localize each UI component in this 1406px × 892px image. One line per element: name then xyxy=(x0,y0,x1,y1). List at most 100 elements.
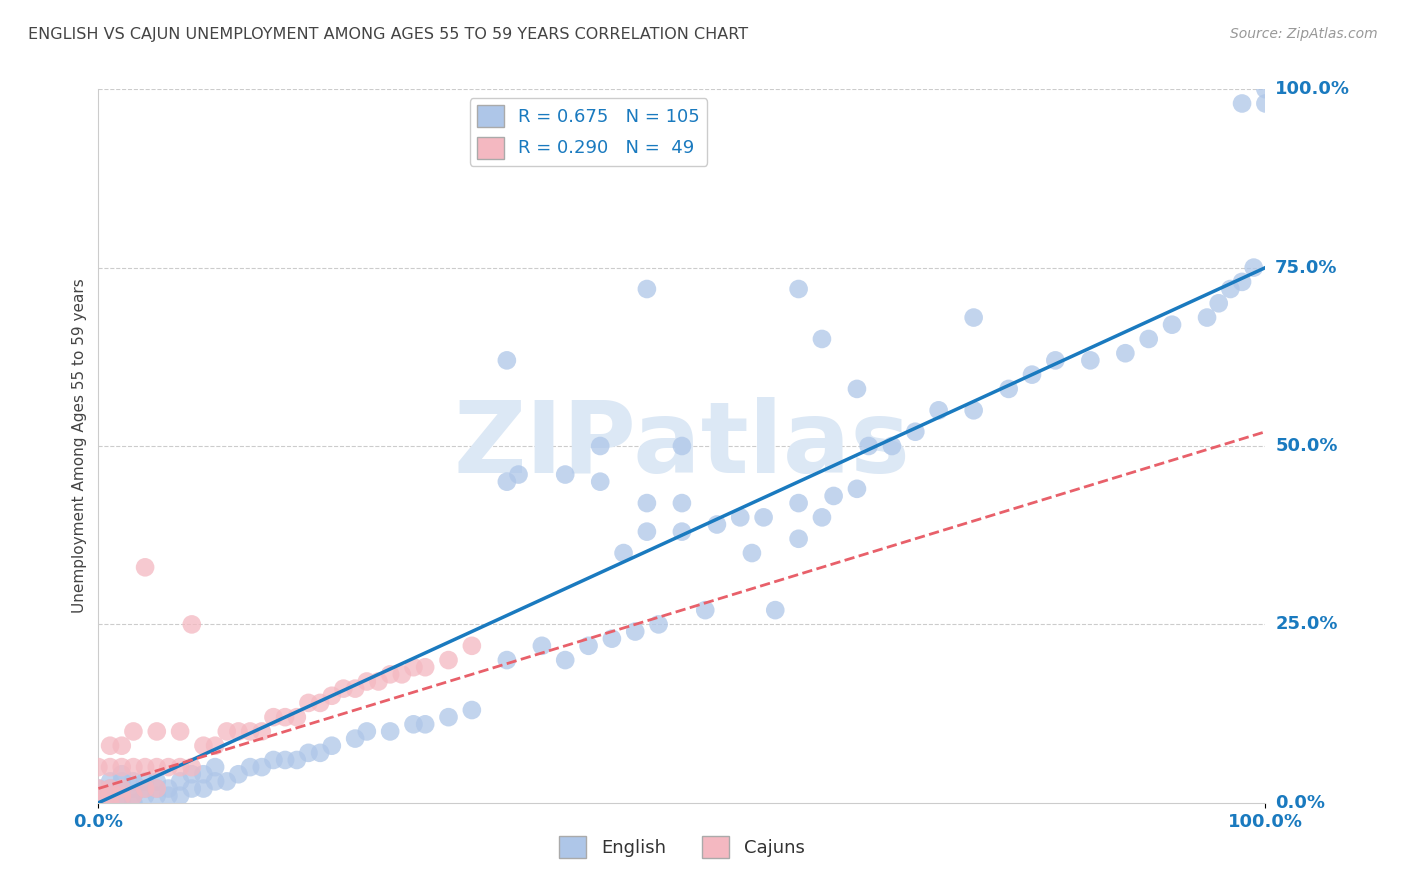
Point xyxy=(624,624,647,639)
Point xyxy=(146,774,169,789)
Point xyxy=(98,796,121,810)
Point xyxy=(706,517,728,532)
Point xyxy=(274,710,297,724)
Point xyxy=(285,710,308,724)
Point xyxy=(122,789,145,803)
Point xyxy=(204,739,226,753)
Point xyxy=(122,760,145,774)
Point xyxy=(402,717,425,731)
Point xyxy=(215,724,238,739)
Point xyxy=(636,524,658,539)
Text: ZIPatlas: ZIPatlas xyxy=(454,398,910,494)
Point xyxy=(111,739,134,753)
Point xyxy=(787,496,810,510)
Point xyxy=(215,774,238,789)
Point xyxy=(671,524,693,539)
Point xyxy=(1137,332,1160,346)
Point xyxy=(180,781,202,796)
Point xyxy=(612,546,634,560)
Point xyxy=(600,632,623,646)
Point xyxy=(1243,260,1265,275)
Point xyxy=(157,781,180,796)
Point xyxy=(1045,353,1067,368)
Point xyxy=(309,746,332,760)
Point xyxy=(1080,353,1102,368)
Point xyxy=(1208,296,1230,310)
Point xyxy=(695,603,717,617)
Point xyxy=(1230,96,1253,111)
Point xyxy=(297,746,319,760)
Point xyxy=(495,475,517,489)
Point xyxy=(98,781,121,796)
Point xyxy=(787,532,810,546)
Point xyxy=(763,603,786,617)
Point xyxy=(146,760,169,774)
Point xyxy=(111,796,134,810)
Point xyxy=(146,781,169,796)
Point xyxy=(413,717,436,731)
Point xyxy=(122,796,145,810)
Point xyxy=(589,475,612,489)
Point xyxy=(204,774,226,789)
Point xyxy=(87,789,110,803)
Point xyxy=(180,767,202,781)
Point xyxy=(1230,275,1253,289)
Point xyxy=(134,789,156,803)
Text: 100.0%: 100.0% xyxy=(1275,80,1350,98)
Point xyxy=(1114,346,1136,360)
Point xyxy=(193,781,215,796)
Point xyxy=(1254,82,1277,96)
Point xyxy=(647,617,669,632)
Point xyxy=(98,796,121,810)
Point xyxy=(180,617,202,632)
Point xyxy=(87,781,110,796)
Point xyxy=(87,781,110,796)
Point xyxy=(332,681,354,696)
Point xyxy=(111,781,134,796)
Point xyxy=(146,789,169,803)
Point xyxy=(157,789,180,803)
Point xyxy=(378,724,402,739)
Point xyxy=(262,753,284,767)
Point xyxy=(169,760,191,774)
Point xyxy=(461,639,484,653)
Point xyxy=(554,467,576,482)
Point xyxy=(437,710,460,724)
Point xyxy=(787,282,810,296)
Point xyxy=(1161,318,1184,332)
Point xyxy=(823,489,845,503)
Point xyxy=(111,767,134,781)
Point xyxy=(134,760,156,774)
Text: ENGLISH VS CAJUN UNEMPLOYMENT AMONG AGES 55 TO 59 YEARS CORRELATION CHART: ENGLISH VS CAJUN UNEMPLOYMENT AMONG AGES… xyxy=(28,27,748,42)
Point xyxy=(671,496,693,510)
Point xyxy=(636,282,658,296)
Point xyxy=(193,767,215,781)
Point xyxy=(356,674,378,689)
Point xyxy=(391,667,413,681)
Point xyxy=(741,546,763,560)
Point xyxy=(111,781,134,796)
Point xyxy=(858,439,880,453)
Point xyxy=(169,774,191,789)
Point xyxy=(413,660,436,674)
Point xyxy=(98,789,121,803)
Point xyxy=(530,639,553,653)
Point xyxy=(378,667,402,681)
Point xyxy=(285,753,308,767)
Point xyxy=(402,660,425,674)
Point xyxy=(111,760,134,774)
Point xyxy=(962,310,984,325)
Text: 0.0%: 0.0% xyxy=(1275,794,1326,812)
Point xyxy=(98,739,121,753)
Point xyxy=(671,439,693,453)
Point xyxy=(134,560,156,574)
Point xyxy=(87,789,110,803)
Point xyxy=(87,796,110,810)
Point xyxy=(495,353,517,368)
Point xyxy=(204,760,226,774)
Point xyxy=(146,724,169,739)
Point xyxy=(146,781,169,796)
Point xyxy=(495,653,517,667)
Point xyxy=(122,724,145,739)
Point xyxy=(169,724,191,739)
